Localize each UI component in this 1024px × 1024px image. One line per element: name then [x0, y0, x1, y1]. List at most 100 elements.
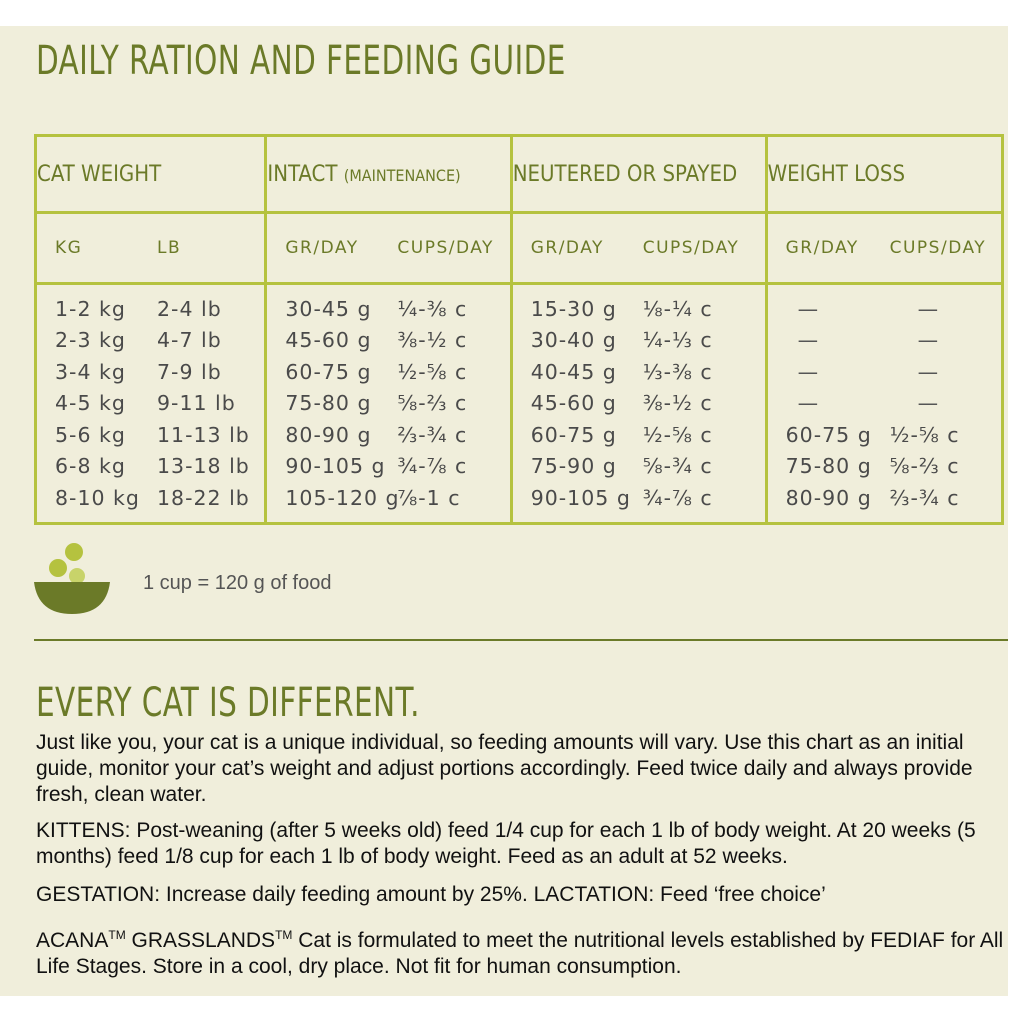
table-row: 45-60 g ⅜-½ c	[513, 388, 765, 420]
intact-cell-a: 90-105 g	[285, 454, 386, 479]
loss-cell-b: —	[917, 359, 940, 384]
loss-cell-b: —	[917, 328, 940, 353]
subheader-kg: KG	[55, 238, 83, 258]
table-row: 105-120 g ⅞-1 c	[267, 482, 509, 514]
loss-cell-a: 60-75 g	[785, 422, 872, 447]
table-row: 75-80 g ⅝-⅔ c	[768, 451, 1001, 483]
subheader-loss-cups: CUPS/DAY	[889, 238, 987, 258]
neutered-cell-a: 60-75 g	[530, 422, 617, 447]
subheader-intact-cups: CUPS/DAY	[397, 238, 494, 258]
acana-paragraph: ACANATM GRASSLANDSTM Cat is formulated t…	[36, 928, 1004, 978]
intact-cell-b: ½-⅝ c	[397, 359, 468, 384]
neutered-cell-b: ¾-⅞ c	[642, 485, 713, 510]
table-row: 90-105 g ¾-⅞ c	[513, 482, 765, 514]
table-row: — —	[768, 293, 1001, 325]
intact-cell-a: 45-60 g	[285, 328, 372, 353]
loss-cell-b: ⅔-¾ c	[889, 485, 960, 510]
intact-cell-a: 105-120 g	[285, 485, 400, 510]
section-heading: EVERY CAT IS DIFFERENT.	[36, 680, 420, 726]
feeding-table: CAT WEIGHT INTACT (MAINTENANCE) NEUTERED…	[33, 134, 1005, 525]
subheader-lb: LB	[157, 238, 182, 258]
column-header-intact-note: (MAINTENANCE)	[343, 165, 461, 185]
intact-cell-b: ¼-⅜ c	[397, 296, 468, 321]
loss-cell-a: 75-80 g	[785, 454, 872, 479]
neutered-cell-b: ⅛-¼ c	[642, 296, 713, 321]
table-row: 30-40 g ¼-⅓ c	[513, 325, 765, 357]
loss-cell-b: —	[917, 296, 940, 321]
food-bowl-icon	[34, 543, 110, 614]
table-row: 60-75 g ½-⅝ c	[768, 419, 1001, 451]
neutered-cell-a: 45-60 g	[530, 391, 617, 416]
table-row: 40-45 g ⅓-⅜ c	[513, 356, 765, 388]
loss-cell-a: 80-90 g	[785, 485, 872, 510]
neutered-column: 15-30 g ⅛-¼ c 30-40 g ¼-⅓ c 40-45 g ⅓-⅜ c 45-6…	[509, 283, 768, 523]
table-row: 15-30 g ⅛-¼ c	[513, 293, 765, 325]
intact-cell-a: 80-90 g	[285, 422, 372, 447]
weight-cell-b: 13-18 lb	[157, 454, 250, 479]
neutered-cell-b: ⅓-⅜ c	[642, 359, 713, 384]
loss-cell-a: —	[797, 296, 820, 321]
loss-cell-a: —	[797, 359, 820, 384]
table-row: 8-10 kg 18-22 lb	[37, 482, 264, 514]
loss-cell-b: ⅝-⅔ c	[889, 454, 960, 479]
table-row: 80-90 g ⅔-¾ c	[267, 419, 509, 451]
neutered-cell-a: 30-40 g	[530, 328, 617, 353]
column-header-neutered: NEUTERED OR SPAYED	[509, 135, 768, 214]
table-row: — —	[768, 325, 1001, 357]
kittens-paragraph: KITTENS: Post-weaning (after 5 weeks old…	[36, 819, 976, 868]
gestation-paragraph: GESTATION: Increase daily feeding amount…	[36, 883, 826, 906]
intact-cell-b: ⅝-⅔ c	[397, 391, 468, 416]
table-data-row: 1-2 kg 2-4 lb 2-3 kg 4-7 lb 3-4 kg 7-9 lb 4-5 …	[33, 283, 1005, 523]
column-header-intact: INTACT (MAINTENANCE)	[264, 135, 513, 214]
weight-cell-a: 8-10 kg	[55, 485, 140, 510]
table-row: 5-6 kg 11-13 lb	[37, 419, 264, 451]
cup-conversion-note: 1 cup = 120 g of food	[143, 572, 332, 594]
intact-cell-b: ⅞-1 c	[397, 485, 461, 510]
table-row: 30-45 g ¼-⅜ c	[267, 293, 509, 325]
table-row: 4-5 kg 9-11 lb	[37, 388, 264, 420]
weight-cell-a: 2-3 kg	[55, 328, 126, 353]
subheader-loss-gr: GR/DAY	[785, 238, 859, 258]
table-row: 2-3 kg 4-7 lb	[37, 325, 264, 357]
loss-cell-a: —	[797, 328, 820, 353]
weight-cell-a: 5-6 kg	[55, 422, 126, 447]
intact-cell-a: 60-75 g	[285, 359, 372, 384]
table-header-row: CAT WEIGHT INTACT (MAINTENANCE) NEUTERED…	[33, 135, 1005, 214]
table-row: 45-60 g ⅜-½ c	[267, 325, 509, 357]
table-row: 60-75 g ½-⅝ c	[513, 419, 765, 451]
column-header-weight-loss: WEIGHT LOSS	[764, 135, 1005, 214]
intact-cell-a: 75-80 g	[285, 391, 372, 416]
table-row: 80-90 g ⅔-¾ c	[768, 482, 1001, 514]
weight-cell-a: 3-4 kg	[55, 359, 126, 384]
weight-cell-a: 1-2 kg	[55, 296, 126, 321]
table-row: 60-75 g ½-⅝ c	[267, 356, 509, 388]
neutered-cell-b: ⅝-¾ c	[642, 454, 713, 479]
neutered-cell-a: 90-105 g	[530, 485, 631, 510]
loss-cell-b: —	[917, 391, 940, 416]
subheader-neutered-gr: GR/DAY	[530, 238, 604, 258]
column-header-cat-weight: CAT WEIGHT	[33, 135, 268, 214]
loss-cell-a: —	[797, 391, 820, 416]
neutered-cell-a: 15-30 g	[530, 296, 617, 321]
weight-cell-b: 9-11 lb	[157, 391, 236, 416]
intact-cell-b: ⅔-¾ c	[397, 422, 468, 447]
table-row: 3-4 kg 7-9 lb	[37, 356, 264, 388]
table-subheader-row: KG LB GR/DAY CUPS/DAY GR/DAY CUPS/DAY GR/DA…	[33, 212, 1005, 285]
intact-cell-b: ⅜-½ c	[397, 328, 468, 353]
weight-cell-b: 7-9 lb	[157, 359, 222, 384]
table-row: 6-8 kg 13-18 lb	[37, 451, 264, 483]
table-row: 75-90 g ⅝-¾ c	[513, 451, 765, 483]
intact-cell-a: 30-45 g	[285, 296, 372, 321]
intact-cell-b: ¾-⅞ c	[397, 454, 468, 479]
neutered-cell-b: ¼-⅓ c	[642, 328, 713, 353]
weight-cell-a: 6-8 kg	[55, 454, 126, 479]
table-row: — —	[768, 356, 1001, 388]
section-divider	[34, 639, 1008, 641]
table-row: 75-80 g ⅝-⅔ c	[267, 388, 509, 420]
neutered-cell-b: ½-⅝ c	[642, 422, 713, 447]
weight-cell-b: 11-13 lb	[157, 422, 250, 447]
weight-cell-a: 4-5 kg	[55, 391, 126, 416]
subheader-neutered-cups: CUPS/DAY	[642, 238, 740, 258]
neutered-cell-a: 40-45 g	[530, 359, 617, 384]
